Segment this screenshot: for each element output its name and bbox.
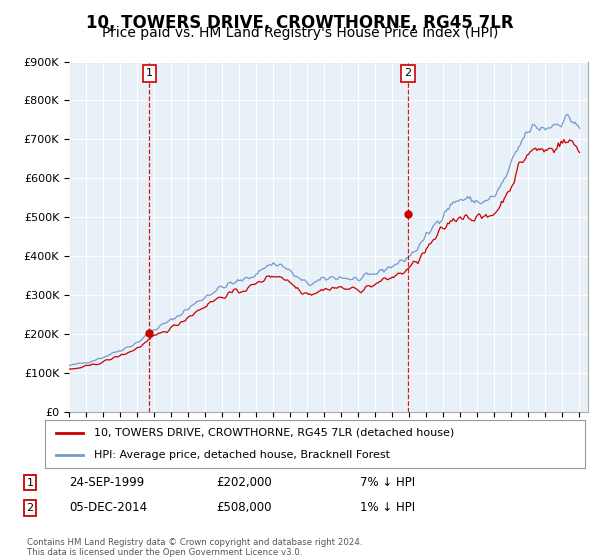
Text: 1: 1 [146,68,153,78]
Text: HPI: Average price, detached house, Bracknell Forest: HPI: Average price, detached house, Brac… [94,450,389,460]
Text: 1% ↓ HPI: 1% ↓ HPI [360,501,415,515]
Text: Price paid vs. HM Land Registry's House Price Index (HPI): Price paid vs. HM Land Registry's House … [102,26,498,40]
Text: 7% ↓ HPI: 7% ↓ HPI [360,476,415,489]
Text: 2: 2 [404,68,412,78]
Text: 24-SEP-1999: 24-SEP-1999 [69,476,144,489]
Text: £202,000: £202,000 [216,476,272,489]
Text: Contains HM Land Registry data © Crown copyright and database right 2024.
This d: Contains HM Land Registry data © Crown c… [27,538,362,557]
Text: 10, TOWERS DRIVE, CROWTHORNE, RG45 7LR (detached house): 10, TOWERS DRIVE, CROWTHORNE, RG45 7LR (… [94,428,454,438]
Text: 05-DEC-2014: 05-DEC-2014 [69,501,147,515]
Text: 10, TOWERS DRIVE, CROWTHORNE, RG45 7LR: 10, TOWERS DRIVE, CROWTHORNE, RG45 7LR [86,14,514,32]
Text: 2: 2 [26,503,34,513]
Text: £508,000: £508,000 [216,501,271,515]
Text: 1: 1 [26,478,34,488]
